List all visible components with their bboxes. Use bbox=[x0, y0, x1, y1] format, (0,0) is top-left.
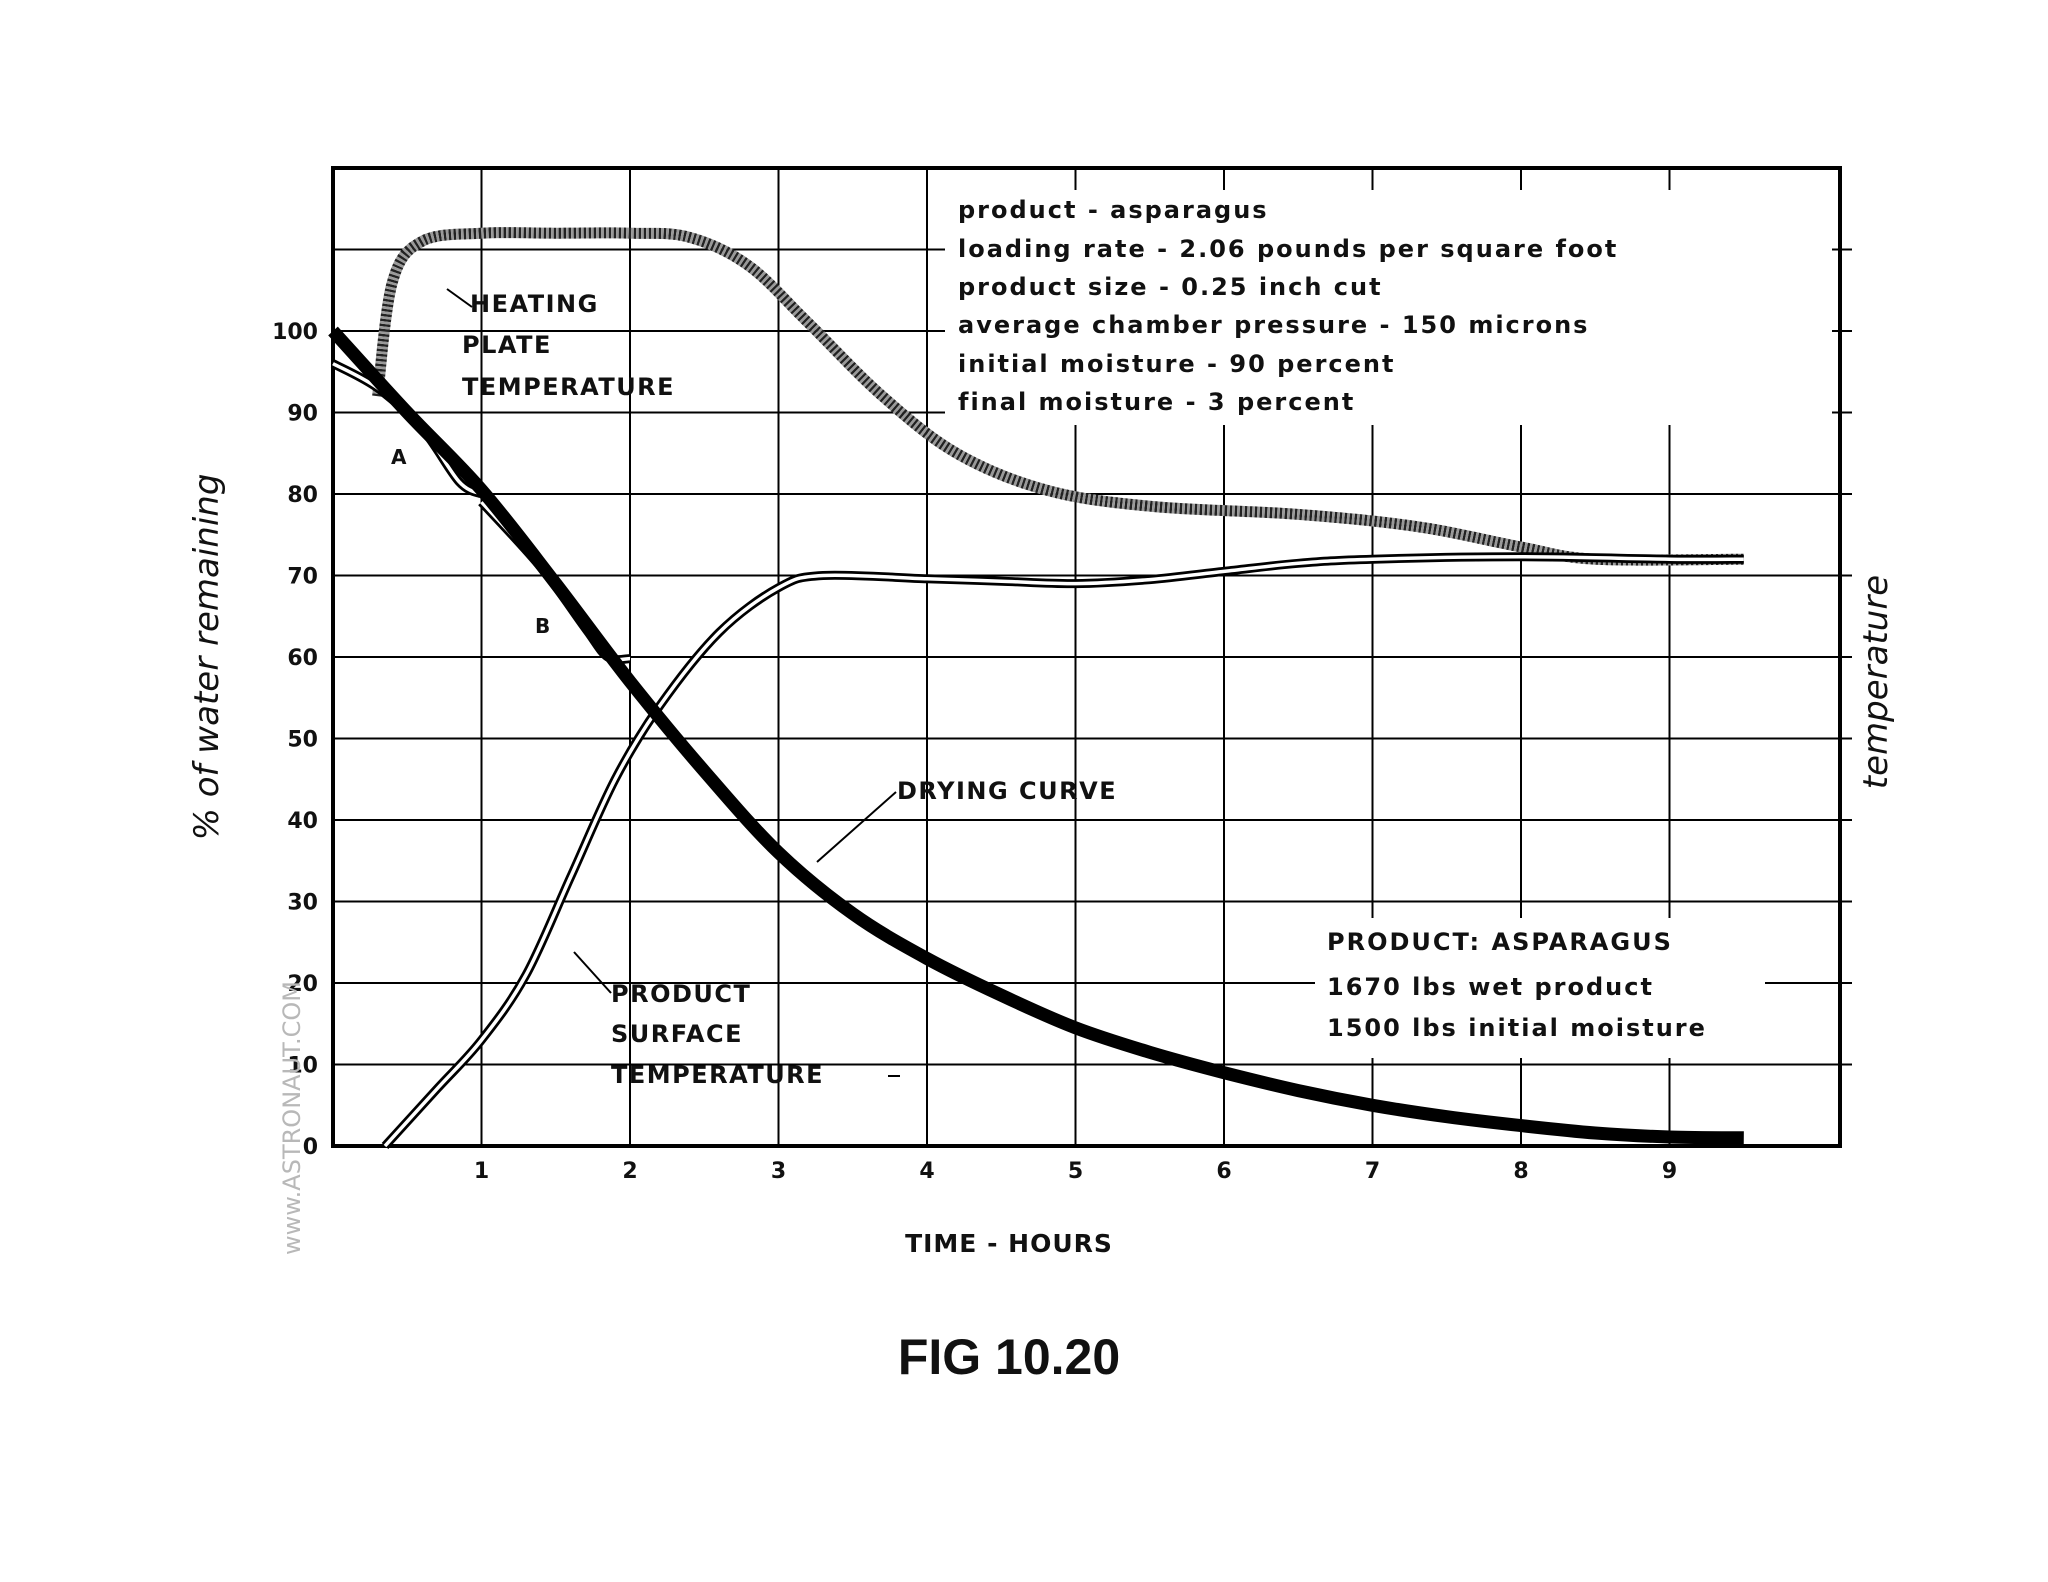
x-tick-label-5: 5 bbox=[1068, 1159, 1083, 1184]
plot-frame bbox=[331, 166, 1842, 1148]
x-tick-label-9: 9 bbox=[1662, 1159, 1677, 1184]
segment-label-a: A bbox=[391, 445, 407, 469]
product-box-background bbox=[1315, 918, 1765, 1058]
product-surface-label-line-2: SURFACE bbox=[611, 1020, 743, 1048]
series-line-heating-plate-temperature-fill bbox=[372, 227, 1744, 566]
heating-plate-label: HEATING PLATE TEMPERATURE bbox=[446, 288, 675, 401]
y-tick-label-80: 80 bbox=[287, 483, 318, 508]
x-tick-label-2: 2 bbox=[622, 1159, 637, 1184]
y-tick-label-90: 90 bbox=[287, 402, 318, 427]
x-axis-title: TIME - HOURS bbox=[905, 1229, 1113, 1258]
y-tick-labels: 0 10 20 30 40 50 60 70 80 90 100 bbox=[272, 320, 318, 1160]
y-tick-label-20: 20 bbox=[287, 972, 318, 997]
product-surface-label-line-3: TEMPERATURE bbox=[611, 1061, 824, 1089]
y-tick-label-10: 10 bbox=[287, 1054, 318, 1079]
y-tick-label-0: 0 bbox=[303, 1135, 318, 1160]
x-tick-label-1: 1 bbox=[474, 1159, 489, 1184]
x-tick-label-4: 4 bbox=[919, 1159, 934, 1184]
y2-axis-title: temperature bbox=[1856, 575, 1896, 789]
series-line-heating-plate-temperature bbox=[372, 227, 1744, 566]
drying-curve-label: DRYING CURVE bbox=[816, 777, 1117, 863]
heating-plate-label-line-3: TEMPERATURE bbox=[462, 373, 675, 401]
figure-caption: FIG 10.20 bbox=[898, 1329, 1120, 1385]
series-line-drying-curve bbox=[328, 326, 1744, 1145]
heating-plate-label-line-2: PLATE bbox=[462, 331, 552, 359]
heating-plate-leader bbox=[446, 288, 473, 308]
drying-curve-leader bbox=[816, 791, 897, 863]
info-box-line-1: product - asparagus bbox=[958, 196, 1269, 224]
y-tick-label-50: 50 bbox=[287, 728, 318, 753]
info-box: product - asparagus loading rate - 2.06 p… bbox=[945, 190, 1832, 425]
x-tick-label-6: 6 bbox=[1216, 1159, 1231, 1184]
segment-label-b: B bbox=[535, 614, 550, 638]
product-box-line-1: PRODUCT: ASPARAGUS bbox=[1327, 928, 1673, 956]
series-line-product-surface-temperature-inner bbox=[383, 555, 1744, 1148]
product-surface-label-line-1: PRODUCT bbox=[611, 980, 751, 1008]
product-surface-leader bbox=[573, 951, 612, 994]
info-box-line-3: product size - 0.25 inch cut bbox=[958, 273, 1383, 301]
y-axis-title: % of water remaining bbox=[187, 474, 227, 841]
y-tick-label-30: 30 bbox=[287, 891, 318, 916]
drying-curve-label-text: DRYING CURVE bbox=[897, 777, 1117, 805]
watermark: www.ASTRONAUT.COM bbox=[278, 981, 306, 1255]
info-box-line-2: loading rate - 2.06 pounds per square fo… bbox=[958, 235, 1618, 263]
y-tick-label-100: 100 bbox=[272, 320, 318, 345]
info-box-background bbox=[945, 190, 1832, 425]
heating-plate-label-line-1: HEATING bbox=[470, 290, 599, 318]
x-tick-label-3: 3 bbox=[771, 1159, 786, 1184]
product-box-line-3: 1500 lbs initial moisture bbox=[1327, 1014, 1707, 1042]
product-box-line-2: 1670 lbs wet product bbox=[1327, 973, 1654, 1001]
product-box: PRODUCT: ASPARAGUS 1670 lbs wet product 15… bbox=[1315, 918, 1765, 1058]
x-tick-label-7: 7 bbox=[1365, 1159, 1380, 1184]
product-surface-label: PRODUCT SURFACE TEMPERATURE bbox=[573, 951, 900, 1089]
y-tick-label-70: 70 bbox=[287, 565, 318, 590]
info-box-line-4: average chamber pressure - 150 microns bbox=[958, 311, 1589, 339]
chart-curves bbox=[328, 227, 1744, 1150]
y-tick-label-40: 40 bbox=[287, 809, 318, 834]
y-tick-label-60: 60 bbox=[287, 646, 318, 671]
x-tick-label-8: 8 bbox=[1513, 1159, 1528, 1184]
info-box-line-6: final moisture - 3 percent bbox=[958, 388, 1355, 416]
info-box-line-5: initial moisture - 90 percent bbox=[958, 350, 1395, 378]
x-tick-labels: 1 2 3 4 5 6 7 8 9 bbox=[474, 1159, 1677, 1184]
